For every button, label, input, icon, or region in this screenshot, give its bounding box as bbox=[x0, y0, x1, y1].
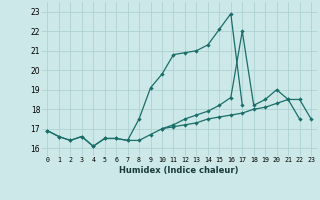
X-axis label: Humidex (Indice chaleur): Humidex (Indice chaleur) bbox=[119, 166, 239, 175]
